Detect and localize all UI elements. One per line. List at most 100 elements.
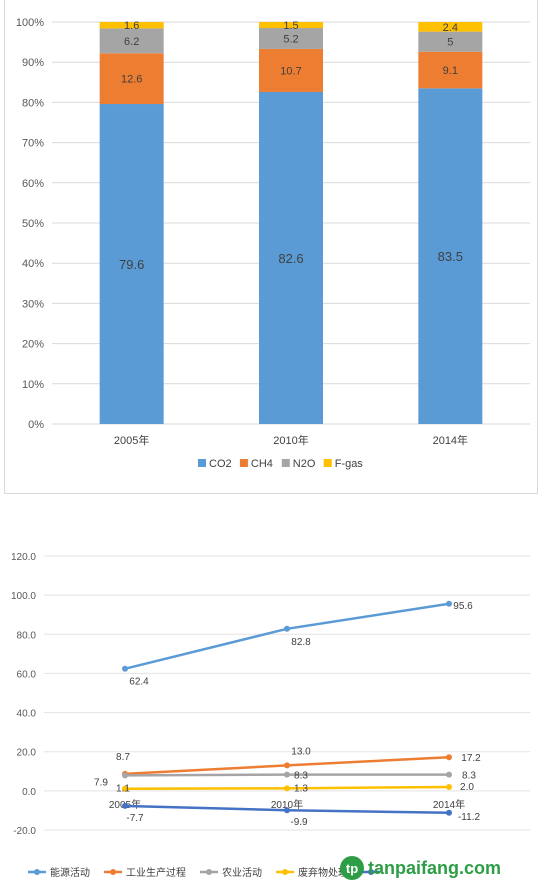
line-chart: -20.00.020.040.060.080.0100.0120.02005年2… (11, 552, 530, 879)
legend-swatch (281, 459, 290, 467)
data-point (122, 772, 128, 779)
data-label: 17.2 (461, 753, 481, 764)
data-label: 7.9 (94, 777, 108, 788)
bar-segment-f-gas (259, 22, 323, 29)
bar-segment-n2o (418, 31, 483, 52)
bar-segment-ch4 (99, 53, 164, 105)
bar-segment-n2o (259, 28, 323, 49)
x-tick-label: 2014年 (433, 798, 465, 811)
data-point (446, 754, 452, 761)
bar-segment-co2 (99, 104, 164, 425)
data-point (284, 625, 290, 632)
data-label: 8.7 (116, 752, 130, 763)
data-label: 5.2 (283, 33, 298, 45)
data-label: 1.6 (124, 20, 139, 32)
data-label: 5 (447, 37, 453, 49)
data-label: 83.5 (438, 249, 463, 264)
data-label: 79.6 (119, 257, 144, 272)
data-label: 82.6 (278, 251, 303, 266)
data-label: 13.0 (291, 746, 311, 757)
data-label: 1.1 (116, 784, 130, 795)
data-point (446, 600, 452, 607)
y-tick-label: 20% (22, 339, 44, 351)
legend-swatch (323, 459, 332, 467)
legend-marker (282, 869, 288, 875)
data-label: 8.3 (294, 771, 308, 782)
legend-label: CH4 (251, 458, 273, 470)
data-point (284, 807, 290, 814)
y-tick-label: 50% (22, 218, 44, 230)
data-label: 95.6 (453, 601, 473, 612)
legend-marker (206, 869, 212, 875)
data-label: 1.5 (283, 20, 298, 32)
data-label: 12.6 (121, 74, 142, 86)
data-point (446, 783, 452, 790)
legend-marker (368, 869, 374, 875)
data-point (284, 785, 290, 792)
legend-marker (110, 869, 116, 875)
legend-swatch (239, 459, 248, 467)
y-tick-label: 120.0 (11, 552, 36, 563)
y-tick-label: 10% (22, 379, 44, 391)
legend-label: N2O (293, 458, 316, 470)
legend-label: 能源活动 (50, 866, 90, 879)
legend-label: 工业生产过程 (126, 866, 186, 879)
y-tick-label: 0.0 (22, 787, 36, 798)
data-label: -11.2 (458, 812, 480, 823)
x-tick-label: 2005年 (114, 433, 149, 447)
data-label: 1.3 (294, 783, 308, 794)
y-tick-label: -20.0 (13, 826, 36, 837)
bar-segment-ch4 (418, 51, 483, 89)
x-tick-label: 2014年 (433, 433, 468, 447)
y-tick-label: 100.0 (11, 591, 36, 602)
bar-segment-co2 (418, 88, 483, 424)
data-point (284, 771, 290, 778)
data-label: 82.8 (291, 637, 311, 648)
watermark-logo-icon: tp (340, 856, 364, 880)
y-tick-label: 0% (28, 419, 44, 431)
data-point (122, 785, 128, 792)
data-label: 2.4 (443, 22, 458, 34)
legend-label: 农业活动 (222, 866, 262, 879)
y-tick-label: 60.0 (17, 669, 37, 680)
data-label: 62.4 (129, 677, 149, 688)
stacked-bar-chart-frame (4, 0, 538, 494)
y-tick-label: 80.0 (17, 630, 37, 641)
watermark: tp tanpaifang.com (340, 852, 540, 884)
y-tick-label: 30% (22, 298, 44, 310)
y-tick-label: 100% (16, 17, 44, 29)
bar-segment-ch4 (259, 48, 323, 92)
stacked-bar-chart: 0% 10% 20% 30% 40% 50% 60% 70% 80% 90% 100% 79.6 12.… (16, 17, 530, 470)
bar-segment-n2o (99, 28, 164, 54)
bar-segment-f-gas (418, 22, 483, 32)
legend-label: F-gas (335, 458, 364, 470)
data-point (122, 802, 128, 809)
legend-label: 废弃物处理 (298, 866, 348, 879)
series-line (124, 602, 450, 670)
bar-segment-co2 (259, 91, 323, 424)
data-point (284, 762, 290, 769)
data-point (122, 665, 128, 672)
data-label: 10.7 (280, 65, 301, 77)
bar-segment-f-gas (99, 22, 164, 29)
data-point (446, 771, 452, 778)
data-point (446, 809, 452, 816)
y-tick-label: 80% (22, 97, 44, 109)
legend-swatch (198, 459, 206, 467)
data-label: 2.0 (460, 782, 474, 793)
data-label: -9.9 (290, 817, 308, 828)
x-tick-label: 2010年 (273, 433, 308, 447)
data-label: 8.3 (462, 771, 476, 782)
legend-marker (34, 869, 40, 875)
y-tick-label: 40.0 (17, 709, 37, 720)
y-tick-label: 40% (22, 258, 44, 270)
watermark-text: tanpaifang.com (368, 857, 502, 878)
y-tick-label: 20.0 (17, 748, 37, 759)
data-label: 9.1 (443, 65, 458, 77)
x-tick-label: 2010年 (271, 798, 303, 811)
legend-label: CO2 (209, 458, 232, 470)
y-tick-label: 70% (22, 138, 44, 150)
data-label: -7.7 (126, 813, 144, 824)
y-tick-label: 90% (22, 57, 44, 69)
data-label: 6.2 (124, 36, 139, 48)
